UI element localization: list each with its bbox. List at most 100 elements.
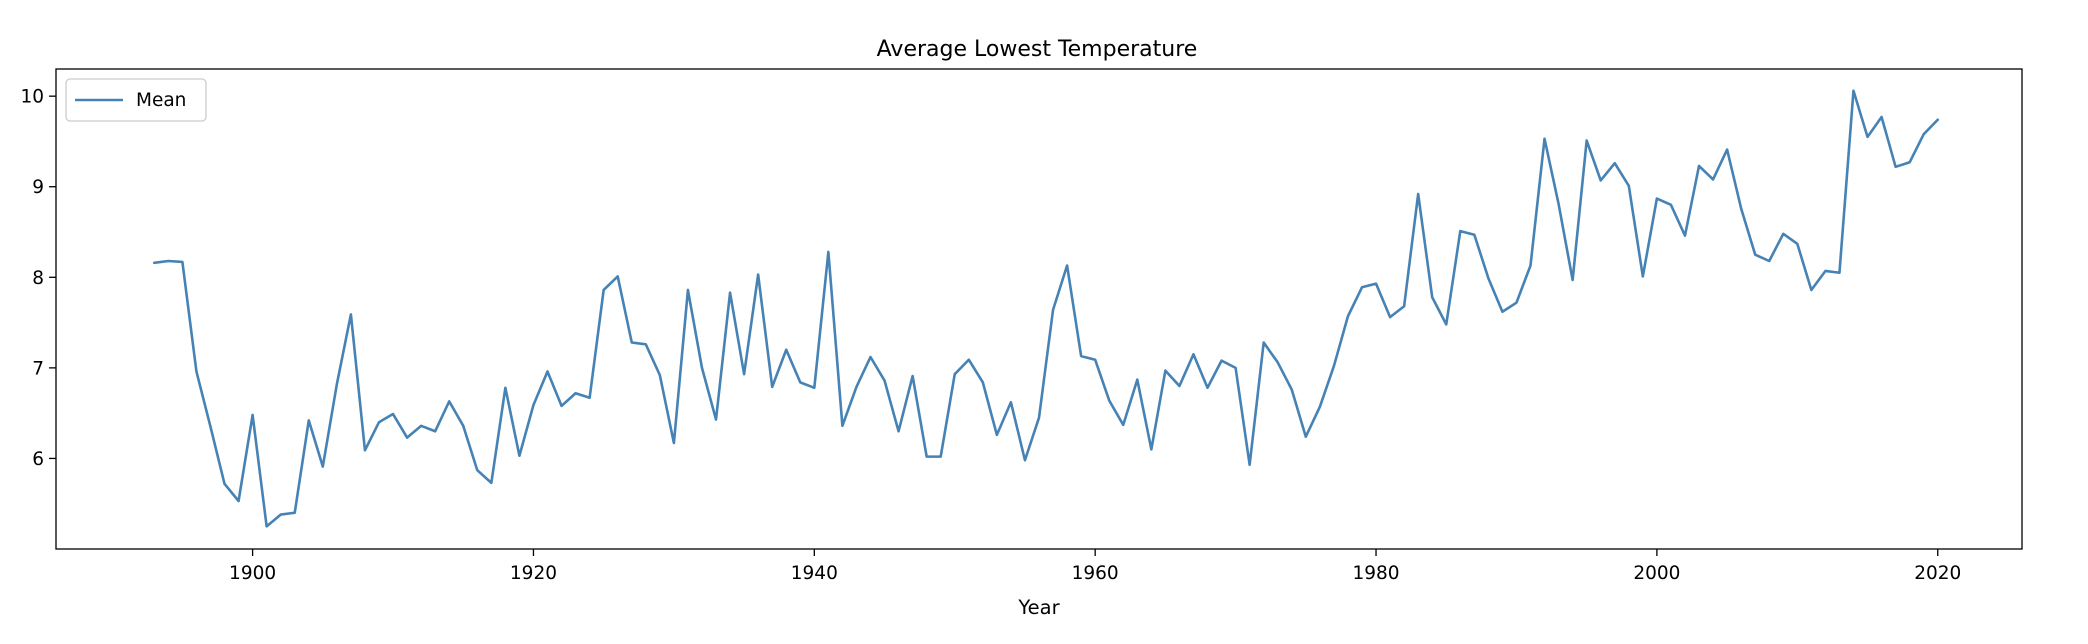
data-point	[1192, 353, 1195, 356]
legend-box	[65, 78, 207, 122]
data-point	[588, 396, 591, 399]
data-point	[897, 430, 900, 433]
data-point	[1375, 282, 1378, 285]
data-point	[251, 414, 254, 417]
y-tick-label: 9	[32, 177, 44, 198]
plot-area	[153, 89, 1940, 528]
data-point	[967, 358, 970, 361]
data-point	[1642, 275, 1645, 278]
y-tick-label: 8	[32, 268, 44, 289]
x-tick-label: 1940	[791, 563, 838, 584]
data-point	[1613, 162, 1616, 165]
data-point	[462, 425, 465, 428]
data-point	[911, 375, 914, 378]
data-point	[1571, 279, 1574, 282]
data-point	[659, 374, 662, 377]
x-tick-label: 1980	[1352, 563, 1399, 584]
data-point	[406, 436, 409, 439]
data-point	[616, 275, 619, 278]
data-point	[322, 465, 325, 468]
data-point	[1529, 264, 1532, 267]
data-point	[1431, 296, 1434, 299]
data-point	[153, 262, 156, 265]
data-point	[223, 482, 226, 485]
data-point	[167, 260, 170, 263]
y-axis: 6 7 8 9 10	[20, 87, 56, 470]
data-point	[1164, 369, 1167, 372]
data-point	[518, 454, 521, 457]
data-point	[1936, 118, 1939, 121]
series-line-mean	[153, 89, 1940, 528]
x-tick-label: 2000	[1633, 563, 1680, 584]
data-point	[925, 455, 928, 458]
data-point	[785, 348, 788, 351]
legend: Mean	[65, 78, 207, 122]
data-point	[1122, 424, 1125, 427]
data-point	[448, 400, 451, 403]
data-point	[1754, 253, 1757, 256]
x-axis: 1900 1920 1940 1960 1980 2000 2020	[229, 549, 1961, 584]
data-point	[1599, 179, 1602, 182]
data-point	[532, 404, 535, 407]
data-point	[1305, 435, 1308, 438]
data-point	[1178, 385, 1181, 388]
data-point	[1066, 264, 1069, 267]
data-point	[1501, 310, 1504, 313]
data-point	[939, 455, 942, 458]
data-point	[1136, 378, 1139, 381]
data-point	[799, 381, 802, 384]
data-point	[757, 273, 760, 276]
data-point	[743, 373, 746, 376]
data-point	[982, 381, 985, 384]
data-point	[279, 513, 282, 516]
x-tick-label: 2020	[1914, 563, 1961, 584]
data-point	[602, 289, 605, 292]
data-point	[434, 430, 437, 433]
data-point	[1234, 367, 1237, 370]
data-point	[1290, 388, 1293, 391]
data-point	[1319, 406, 1322, 409]
data-point	[1108, 399, 1111, 402]
data-point	[195, 370, 198, 373]
data-point	[827, 251, 830, 254]
data-point	[1557, 203, 1560, 206]
data-point	[1796, 242, 1799, 245]
data-point	[630, 341, 633, 344]
data-point	[1810, 289, 1813, 292]
data-point	[1417, 193, 1420, 196]
data-point	[1768, 260, 1771, 263]
data-point	[1894, 166, 1897, 169]
data-point	[560, 405, 563, 408]
data-point	[953, 373, 956, 376]
data-point	[771, 386, 774, 389]
data-point	[1487, 277, 1490, 280]
data-point	[1585, 139, 1588, 142]
data-point	[307, 419, 310, 422]
data-point	[996, 434, 999, 437]
data-point	[181, 261, 184, 264]
x-tick-label: 1900	[229, 563, 276, 584]
data-point	[1361, 286, 1364, 289]
data-point	[1880, 116, 1883, 119]
data-point	[883, 379, 886, 382]
data-point	[1698, 165, 1701, 168]
data-point	[237, 500, 240, 503]
data-point	[813, 386, 816, 389]
data-point	[841, 425, 844, 428]
data-point	[687, 289, 690, 292]
data-point	[265, 525, 268, 528]
y-tick-label: 7	[32, 358, 44, 379]
data-point	[1782, 233, 1785, 236]
data-point	[1220, 359, 1223, 362]
y-tick-label: 6	[32, 449, 44, 470]
data-point	[1206, 386, 1209, 389]
data-point	[1543, 137, 1546, 140]
data-point	[1262, 341, 1265, 344]
data-point	[364, 449, 367, 452]
data-point	[1473, 233, 1476, 236]
data-point	[1333, 365, 1336, 368]
data-point	[1347, 315, 1350, 318]
data-point	[392, 413, 395, 416]
data-point	[490, 482, 493, 485]
data-point	[1838, 271, 1841, 274]
